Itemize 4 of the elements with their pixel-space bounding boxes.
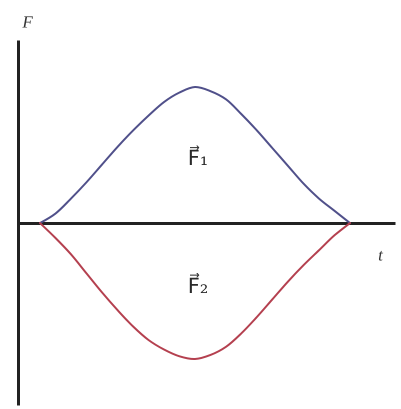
text: F⃗₁ [188,145,208,170]
y-axis-title: F [21,12,34,32]
x-axis-title: t [378,246,384,265]
text: F⃗₂ [188,273,208,298]
